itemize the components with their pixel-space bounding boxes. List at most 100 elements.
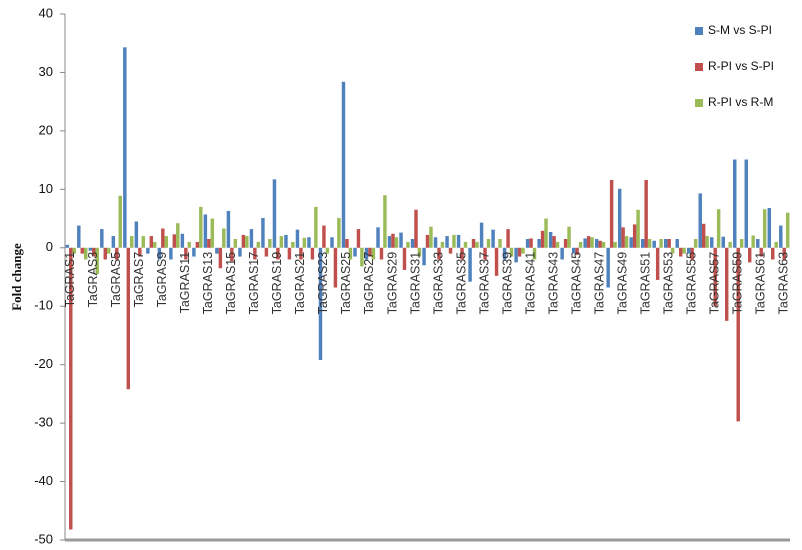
x-tick-label: TaGRAS13 bbox=[201, 252, 215, 315]
bar bbox=[632, 224, 637, 248]
bar bbox=[256, 241, 261, 248]
bar bbox=[624, 236, 629, 248]
bar bbox=[134, 221, 139, 248]
bar bbox=[771, 247, 775, 260]
bar bbox=[433, 237, 438, 248]
bar bbox=[337, 217, 341, 248]
bar bbox=[762, 209, 767, 248]
x-tick-label: TaGRAS21 bbox=[293, 252, 307, 315]
x-tick-label: TaGRAS45 bbox=[569, 252, 583, 315]
x-tick-label: TaGRAS53 bbox=[661, 252, 675, 315]
legend-label: R-PI vs R-M bbox=[708, 95, 773, 109]
bar bbox=[287, 247, 292, 260]
y-tick-label: -30 bbox=[34, 415, 53, 430]
bar bbox=[164, 236, 168, 248]
bar bbox=[238, 247, 242, 257]
bar bbox=[322, 225, 326, 248]
x-tick-label: TaGRAS57 bbox=[707, 252, 721, 315]
bar bbox=[399, 232, 403, 248]
bar bbox=[83, 247, 88, 260]
bar bbox=[203, 214, 208, 248]
bar bbox=[452, 234, 456, 248]
bar bbox=[509, 247, 514, 257]
bar bbox=[782, 247, 786, 260]
bar bbox=[494, 247, 499, 276]
bar bbox=[253, 247, 257, 260]
bar bbox=[284, 234, 288, 248]
bar bbox=[690, 247, 694, 260]
bar bbox=[295, 229, 300, 248]
x-tick-label: TaGRAS55 bbox=[684, 252, 698, 315]
y-tick-label: 20 bbox=[39, 122, 53, 137]
bar bbox=[705, 236, 709, 248]
x-tick-label: TaGRAS51 bbox=[638, 252, 652, 315]
bar bbox=[629, 237, 633, 248]
bar bbox=[644, 179, 648, 248]
bar bbox=[555, 241, 560, 248]
y-tick-label: 0 bbox=[46, 239, 53, 254]
bar bbox=[245, 236, 249, 248]
bar bbox=[670, 247, 675, 254]
bar bbox=[560, 247, 564, 260]
bar bbox=[65, 244, 70, 248]
bar bbox=[652, 240, 656, 248]
bar bbox=[475, 241, 479, 248]
bar bbox=[226, 210, 231, 248]
bar bbox=[360, 247, 364, 267]
bar bbox=[621, 227, 625, 248]
bar bbox=[774, 241, 778, 248]
bar bbox=[92, 247, 96, 257]
bar bbox=[687, 247, 691, 254]
bar bbox=[371, 247, 376, 260]
bar bbox=[410, 239, 415, 248]
bar bbox=[199, 206, 203, 248]
bar bbox=[107, 247, 111, 254]
bar bbox=[184, 247, 188, 260]
bar bbox=[456, 234, 461, 248]
bar bbox=[498, 239, 502, 248]
bar bbox=[601, 241, 606, 248]
bar bbox=[333, 247, 338, 288]
bar bbox=[111, 236, 116, 248]
bar bbox=[785, 212, 790, 248]
bar bbox=[675, 239, 679, 248]
bar bbox=[138, 247, 142, 257]
bar bbox=[348, 247, 353, 260]
bar bbox=[425, 234, 430, 248]
bar bbox=[544, 218, 548, 248]
x-tick-label: TaGRAS59 bbox=[731, 252, 745, 315]
bar bbox=[376, 227, 380, 248]
bar bbox=[659, 239, 663, 248]
y-tick-label: 30 bbox=[39, 64, 53, 79]
bar bbox=[169, 247, 173, 260]
bar bbox=[291, 241, 295, 248]
bar bbox=[728, 241, 732, 248]
bar bbox=[529, 238, 533, 248]
bar bbox=[356, 229, 361, 248]
bar bbox=[606, 247, 610, 288]
bar bbox=[100, 229, 104, 248]
bar bbox=[779, 225, 783, 248]
x-tick-label: TaGRAS43 bbox=[546, 252, 560, 315]
bar bbox=[767, 208, 772, 248]
bar bbox=[491, 229, 495, 248]
bar bbox=[514, 247, 518, 263]
bar bbox=[302, 237, 307, 248]
bar bbox=[394, 237, 399, 248]
bar bbox=[540, 230, 545, 248]
y-tick-label: -10 bbox=[34, 298, 53, 313]
bar bbox=[176, 223, 180, 248]
bar bbox=[353, 247, 357, 257]
bar bbox=[268, 239, 272, 248]
bar bbox=[747, 247, 752, 263]
bar bbox=[583, 238, 587, 248]
bar bbox=[192, 247, 196, 257]
bar bbox=[548, 231, 553, 248]
bar bbox=[103, 247, 108, 260]
bar bbox=[448, 247, 453, 254]
bar bbox=[655, 247, 660, 280]
bar bbox=[440, 241, 445, 248]
bar bbox=[310, 247, 315, 260]
bar bbox=[575, 247, 579, 255]
bar bbox=[417, 247, 422, 257]
